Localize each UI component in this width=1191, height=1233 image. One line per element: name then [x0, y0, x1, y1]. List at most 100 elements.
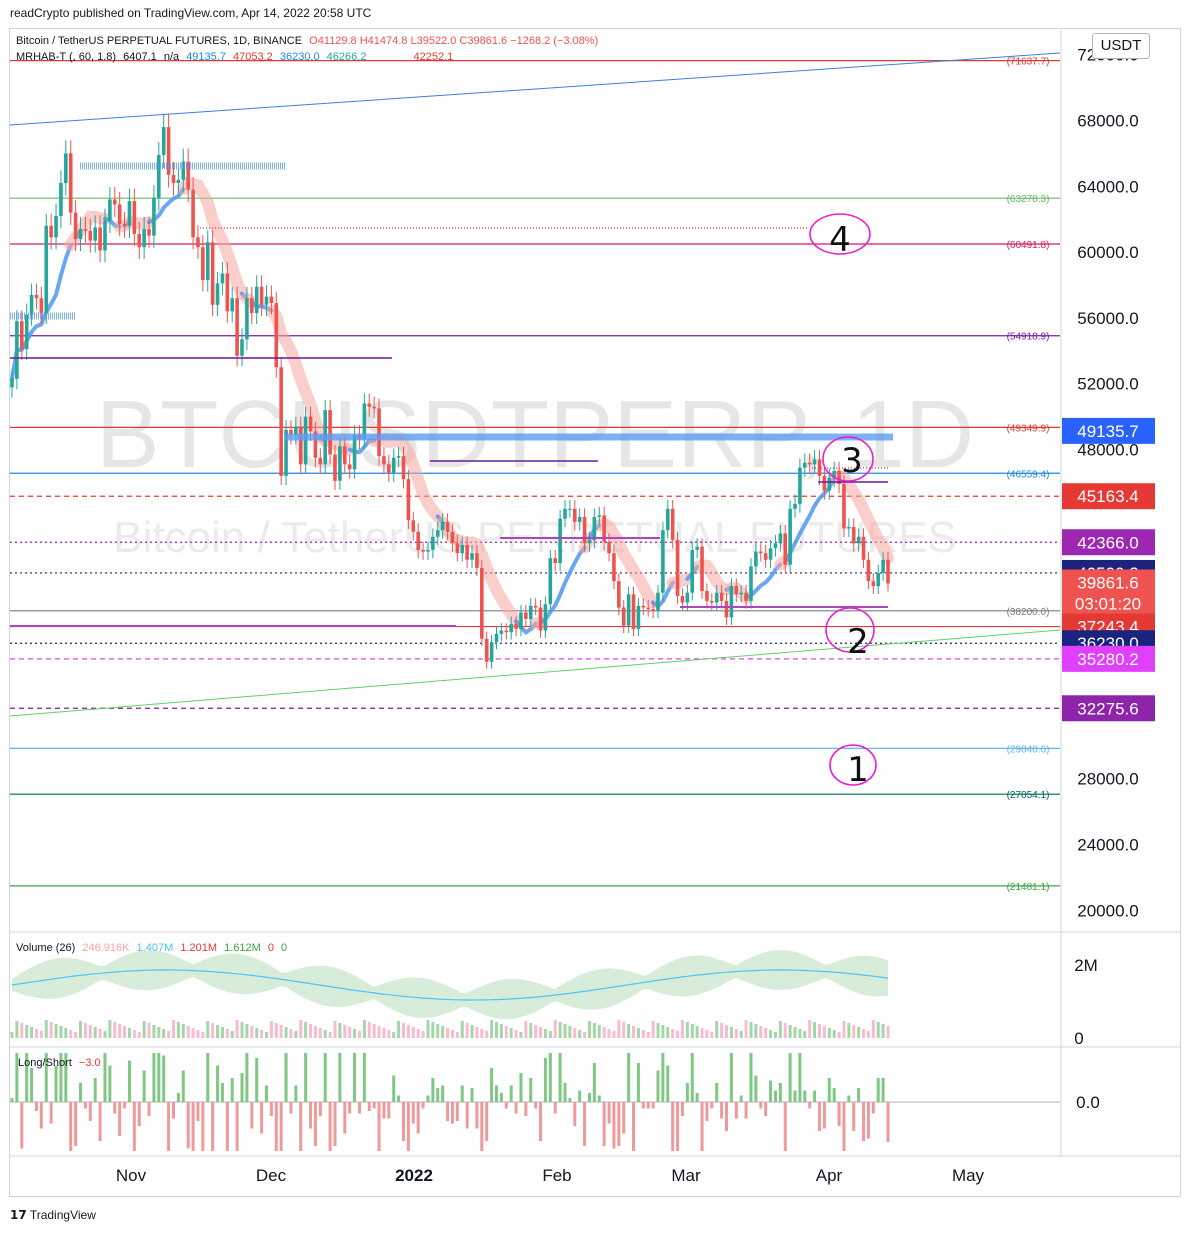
candle-body: [421, 549, 425, 552]
price-tag-label: 32275.6: [1077, 699, 1138, 718]
volume-bar: [260, 1030, 264, 1038]
volume-bar: [441, 1026, 445, 1038]
volume-bar: [103, 1031, 107, 1038]
volume-bar: [196, 1030, 200, 1038]
candle-body: [851, 526, 856, 544]
price-tick-label: 48000.0: [1077, 441, 1138, 460]
candle-body: [876, 572, 881, 587]
long-short-bar: [602, 1102, 606, 1146]
volume-bar: [514, 1030, 518, 1038]
volume-bar: [274, 1023, 278, 1038]
long-short-bar: [788, 1053, 792, 1102]
symbol-name[interactable]: Bitcoin / TetherUS PERPETUAL FUTURES, 1D…: [16, 35, 303, 47]
horizontal-levels: (71637.7) (63278.3) (60491.8) (54918.9) (493…: [10, 57, 1060, 893]
currency-button[interactable]: USDT: [1092, 33, 1150, 59]
volume-bar: [627, 1024, 631, 1038]
long-short-bar: [827, 1078, 831, 1102]
candle-body: [225, 273, 230, 312]
long-short-bar: [715, 1083, 719, 1102]
candle-body: [465, 544, 469, 560]
long-short-bar: [59, 1053, 63, 1102]
candle-body: [524, 612, 528, 620]
candle-body: [49, 225, 53, 238]
volume-bar: [240, 1022, 244, 1038]
volume-bar: [661, 1025, 665, 1038]
long-short-bar: [612, 1102, 616, 1149]
volume-bar: [39, 1031, 43, 1038]
volume-bar: [720, 1023, 724, 1038]
long-short-bar: [191, 1102, 195, 1151]
long-short-bar: [876, 1078, 880, 1102]
volume-bar: [147, 1023, 151, 1038]
long-short-bar: [264, 1085, 268, 1102]
long-short-bar: [754, 1075, 758, 1102]
long-short-bar: [534, 1102, 538, 1109]
volume-name[interactable]: Volume (26): [16, 942, 76, 954]
candle-body: [788, 508, 792, 565]
countdown-label: 03:01:20: [1075, 594, 1141, 613]
volume-bar: [59, 1026, 63, 1038]
volume-bar: [656, 1023, 660, 1038]
volume-bar: [25, 1025, 29, 1038]
candle-body: [328, 410, 332, 455]
long-short-value: −3.0: [78, 1057, 101, 1069]
volume-bar: [279, 1025, 283, 1038]
trend-band: [436, 516, 523, 628]
candle-body: [538, 607, 543, 631]
volume-bar: [255, 1028, 259, 1038]
volume-bar: [402, 1023, 406, 1038]
candle-body: [303, 416, 308, 465]
candle-body: [181, 161, 186, 180]
indicator-name[interactable]: MRHAB-T (, 60, 1.8): [16, 51, 117, 63]
long-short-bar: [734, 1102, 738, 1119]
long-short-bar: [455, 1102, 459, 1121]
level-label: (63278.3): [1007, 194, 1050, 205]
volume-bar: [842, 1021, 846, 1038]
long-short-axis-label: 0.0: [1076, 1093, 1100, 1112]
volume-bar: [563, 1024, 567, 1038]
candle-body: [196, 237, 200, 248]
volume-bar: [783, 1023, 787, 1038]
volume-bar: [191, 1028, 195, 1038]
long-short-bar: [79, 1083, 83, 1102]
volume-bar: [230, 1031, 234, 1038]
candle-body: [587, 540, 592, 544]
candle-body: [494, 633, 499, 643]
volume-bar: [759, 1026, 763, 1038]
long-short-bar: [93, 1078, 97, 1102]
indicator-value: 47053.2: [233, 51, 273, 63]
long-short-bar: [10, 1098, 14, 1102]
long-short-name[interactable]: Long/Short: [18, 1057, 72, 1069]
volume-bar: [44, 1020, 48, 1038]
volume-bar: [93, 1027, 97, 1038]
long-short-bar: [578, 1090, 582, 1102]
volume-bar: [250, 1026, 254, 1038]
volume-bar: [34, 1029, 38, 1038]
volume-bar: [617, 1020, 621, 1038]
annotation-number: 1: [847, 750, 869, 790]
volume-bar: [436, 1024, 440, 1038]
candle-body: [528, 605, 533, 620]
volume-bar: [715, 1021, 719, 1038]
candle-body: [338, 446, 342, 481]
price-tick-label: 52000.0: [1077, 375, 1138, 394]
long-short-bar: [504, 1102, 508, 1109]
long-short-bar: [49, 1102, 53, 1124]
candle-body: [480, 568, 484, 639]
volume-bar: [558, 1022, 562, 1038]
candle-body: [254, 286, 259, 313]
long-short-bar: [514, 1102, 518, 1114]
long-short-bar: [39, 1102, 43, 1129]
long-short-bar: [343, 1102, 347, 1134]
candle-body: [147, 229, 151, 236]
volume-bar: [607, 1029, 611, 1038]
volume-bar: [817, 1024, 821, 1038]
candle-body: [15, 321, 19, 379]
long-short-bar: [720, 1102, 724, 1119]
long-short-bar: [798, 1053, 802, 1102]
candle-body: [161, 127, 166, 156]
candle-body: [142, 229, 146, 248]
price-tick-label: 20000.0: [1077, 901, 1138, 920]
volume-bar: [695, 1026, 699, 1038]
